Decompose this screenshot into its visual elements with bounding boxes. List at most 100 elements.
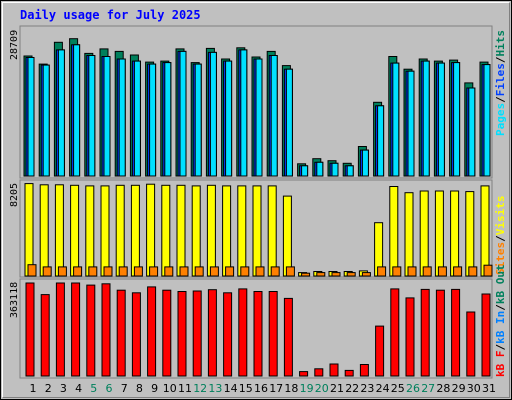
x-tick-label-day-26: 26 [406, 382, 420, 395]
bar-sites-day-12 [194, 266, 204, 277]
bar-sites-day-8 [133, 266, 143, 277]
chart-title: Daily usage for July 2025 [20, 8, 201, 22]
bar-visits-day-15 [237, 185, 247, 277]
bar-sites-day-10 [164, 266, 174, 277]
bar-visits-day-26 [404, 192, 414, 277]
bar-sites-day-28 [437, 266, 447, 277]
bar-kbytes-day-26 [405, 297, 415, 377]
bar-sites-day-30 [468, 266, 478, 277]
bar-pages-day-1 [27, 57, 35, 177]
bar-sites-day-4 [73, 266, 83, 277]
bar-visits-day-7 [115, 184, 125, 277]
x-tick-label-day-22: 22 [345, 382, 359, 395]
bar-kbytes-day-30 [466, 311, 476, 377]
x-tick-label-day-25: 25 [391, 382, 405, 395]
bar-sites-day-2 [42, 266, 52, 277]
bar-kbytes-day-12 [192, 290, 202, 377]
bar-visits-day-10 [161, 184, 171, 277]
bar-kbytes-day-22 [344, 369, 354, 377]
x-tick-label-day-10: 10 [163, 382, 177, 395]
x-tick-label-day-1: 1 [30, 382, 37, 395]
x-tick-label-day-20: 20 [315, 382, 329, 395]
x-tick-label-day-13: 13 [208, 382, 222, 395]
legend-sep-5: / [494, 304, 507, 311]
bar-sites-day-6 [103, 266, 113, 277]
bar-visits-day-17 [267, 185, 277, 277]
bar-pages-day-16 [255, 58, 263, 177]
bar-visits-day-29 [450, 190, 460, 277]
bar-sites-day-20 [316, 272, 326, 277]
bar-visits-day-1 [24, 183, 34, 277]
bar-pages-day-10 [164, 62, 172, 177]
bar-kbytes-day-1 [25, 282, 35, 377]
legend-visits: Visits [494, 196, 507, 236]
bar-sites-day-21 [331, 272, 341, 277]
bar-visits-day-9 [146, 183, 156, 277]
bar-sites-day-26 [407, 266, 417, 277]
bar-visits-day-27 [419, 190, 429, 277]
bar-pages-day-27 [422, 60, 430, 177]
bar-pages-day-11 [179, 50, 187, 177]
x-tick-label-day-14: 14 [224, 382, 238, 395]
legend-hits: Hits [494, 30, 507, 57]
x-tick-label-day-15: 15 [239, 382, 253, 395]
bar-kbytes-day-7 [116, 289, 126, 377]
bar-kbytes-day-27 [420, 288, 430, 377]
x-tick-label-day-18: 18 [284, 382, 298, 395]
bar-pages-day-23 [361, 149, 369, 177]
bar-kbytes-day-16 [253, 291, 263, 377]
bar-visits-day-2 [39, 184, 49, 277]
bar-sites-day-24 [377, 266, 387, 277]
x-tick-label-day-9: 9 [151, 382, 158, 395]
x-tick-label-day-11: 11 [178, 382, 192, 395]
x-tick-label-day-4: 4 [75, 382, 82, 395]
bar-sites-day-9 [149, 266, 159, 277]
x-tick-label-day-28: 28 [436, 382, 450, 395]
bar-pages-day-19 [301, 165, 309, 177]
x-tick-label-day-31: 31 [482, 382, 496, 395]
bar-kbytes-day-18 [283, 297, 293, 377]
x-tick-label-day-6: 6 [106, 382, 113, 395]
bar-visits-day-5 [85, 185, 95, 277]
bar-sites-day-11 [179, 266, 189, 277]
legend-hits-panel: Pages/Files/Hits [494, 30, 507, 136]
x-tick-label-day-2: 2 [45, 382, 52, 395]
bar-kbytes-day-15 [238, 288, 248, 377]
x-tick-label-day-27: 27 [421, 382, 435, 395]
bar-sites-day-16 [255, 266, 265, 277]
bar-visits-day-4 [70, 184, 80, 277]
x-tick-label-day-16: 16 [254, 382, 268, 395]
bar-kbytes-day-2 [40, 294, 50, 377]
bar-kbytes-day-5 [86, 284, 96, 377]
x-tick-label-day-5: 5 [90, 382, 97, 395]
legend-sites: Sites [494, 242, 507, 275]
bar-pages-day-20 [316, 161, 324, 177]
bar-sites-day-25 [392, 266, 402, 277]
bar-visits-day-3 [54, 184, 64, 277]
legend-sep-3: / [494, 235, 507, 242]
legend-kb-out: kB Out [494, 264, 507, 304]
bar-sites-day-22 [346, 272, 356, 277]
x-tick-label-day-21: 21 [330, 382, 344, 395]
bar-visits-day-13 [206, 184, 216, 277]
x-tick-label-day-8: 8 [136, 382, 143, 395]
bar-kbytes-day-13 [207, 289, 217, 377]
bar-kbytes-day-23 [359, 364, 369, 377]
bar-visits-day-14 [222, 185, 232, 277]
bar-pages-day-31 [483, 64, 491, 177]
bar-sites-day-27 [422, 266, 432, 277]
bar-visits-day-28 [434, 190, 444, 277]
bar-kbytes-day-17 [268, 291, 278, 377]
bar-visits-day-25 [389, 186, 399, 277]
x-tick-label-day-3: 3 [60, 382, 67, 395]
legend-kb-f: kB F [494, 351, 507, 378]
bar-pages-day-28 [437, 62, 445, 177]
bar-kbytes-day-29 [451, 288, 461, 377]
bar-visits-day-12 [191, 185, 201, 277]
bar-kbytes-day-6 [101, 283, 111, 377]
bar-kbytes-day-3 [55, 282, 65, 377]
x-tick-label-day-23: 23 [360, 382, 374, 395]
bar-pages-day-26 [407, 70, 415, 177]
bar-pages-day-21 [331, 162, 339, 177]
